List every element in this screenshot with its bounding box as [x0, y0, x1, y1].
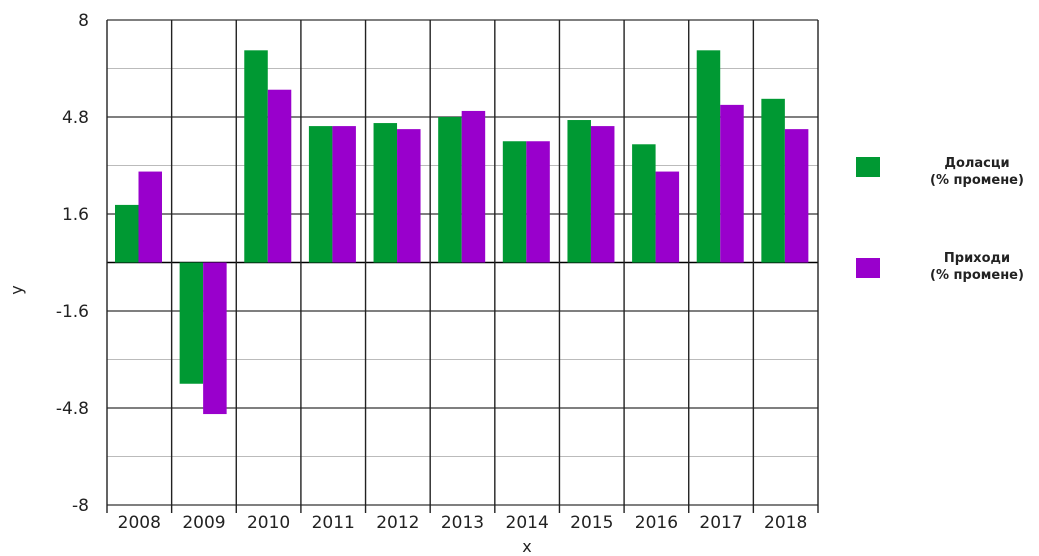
- y-axis-title: y: [7, 285, 26, 294]
- x-tick-label: 2013: [441, 513, 484, 533]
- bar-revenue-2012: [397, 129, 421, 263]
- axes: 8 4.8 1.6 -1.6 -4.8 -8 2008 2009 2010 2011 2012 201…: [56, 11, 807, 533]
- y-tick-label: 8: [78, 11, 89, 31]
- y-tick-label: 1.6: [62, 205, 89, 225]
- bar-arrivals-2016: [632, 144, 656, 263]
- bar-revenue-2011: [332, 126, 356, 263]
- bar-arrivals-2017: [696, 50, 721, 263]
- bar-arrivals-2014: [502, 141, 527, 263]
- bar-arrivals-2013: [438, 117, 462, 263]
- x-tick-label: 2014: [506, 513, 549, 533]
- bar-arrivals-2010: [244, 50, 268, 263]
- bar-arrivals-2012: [373, 123, 398, 263]
- bar-revenue-2013: [461, 110, 486, 263]
- bar-revenue-2018: [784, 129, 809, 263]
- bars: [115, 50, 809, 415]
- x-tick-label: 2011: [312, 513, 355, 533]
- bar-revenue-2014: [526, 141, 550, 263]
- x-tick-label: 2008: [118, 513, 161, 533]
- bar-revenue-2017: [720, 104, 744, 263]
- legend-swatch-revenue: [856, 258, 880, 278]
- legend: Доласци (% промене) Приходи (% промене): [856, 156, 1024, 283]
- x-tick-label: 2016: [635, 513, 678, 533]
- bar-arrivals-2011: [308, 126, 333, 263]
- bar-revenue-2010: [267, 89, 292, 263]
- y-tick-label: 4.8: [62, 108, 89, 128]
- bar-revenue-2008: [138, 171, 162, 263]
- bar-arrivals-2015: [567, 120, 591, 263]
- bar-arrivals-2018: [761, 98, 785, 263]
- y-tick-label: -1.6: [56, 302, 89, 322]
- x-tick-label: 2015: [570, 513, 613, 533]
- legend-sublabel-arrivals: (% промене): [930, 173, 1024, 188]
- legend-label-arrivals: Доласци: [944, 156, 1009, 171]
- x-tick-label: 2010: [247, 513, 290, 533]
- bar-arrivals-2009: [179, 262, 204, 384]
- bar-arrivals-2008: [115, 204, 139, 263]
- y-tick-label: -4.8: [56, 399, 89, 419]
- x-axis-title: x: [522, 537, 531, 556]
- legend-swatch-arrivals: [856, 157, 880, 177]
- bar-revenue-2016: [655, 171, 680, 263]
- x-tick-label: 2017: [699, 513, 742, 533]
- bar-revenue-2009: [203, 262, 227, 415]
- x-tick-label: 2018: [764, 513, 807, 533]
- legend-sublabel-revenue: (% промене): [930, 268, 1024, 283]
- legend-label-revenue: Приходи: [944, 251, 1010, 266]
- y-tick-label: -8: [72, 496, 89, 516]
- x-tick-label: 2012: [376, 513, 419, 533]
- x-tick-label: 2009: [182, 513, 225, 533]
- bar-revenue-2015: [590, 126, 615, 263]
